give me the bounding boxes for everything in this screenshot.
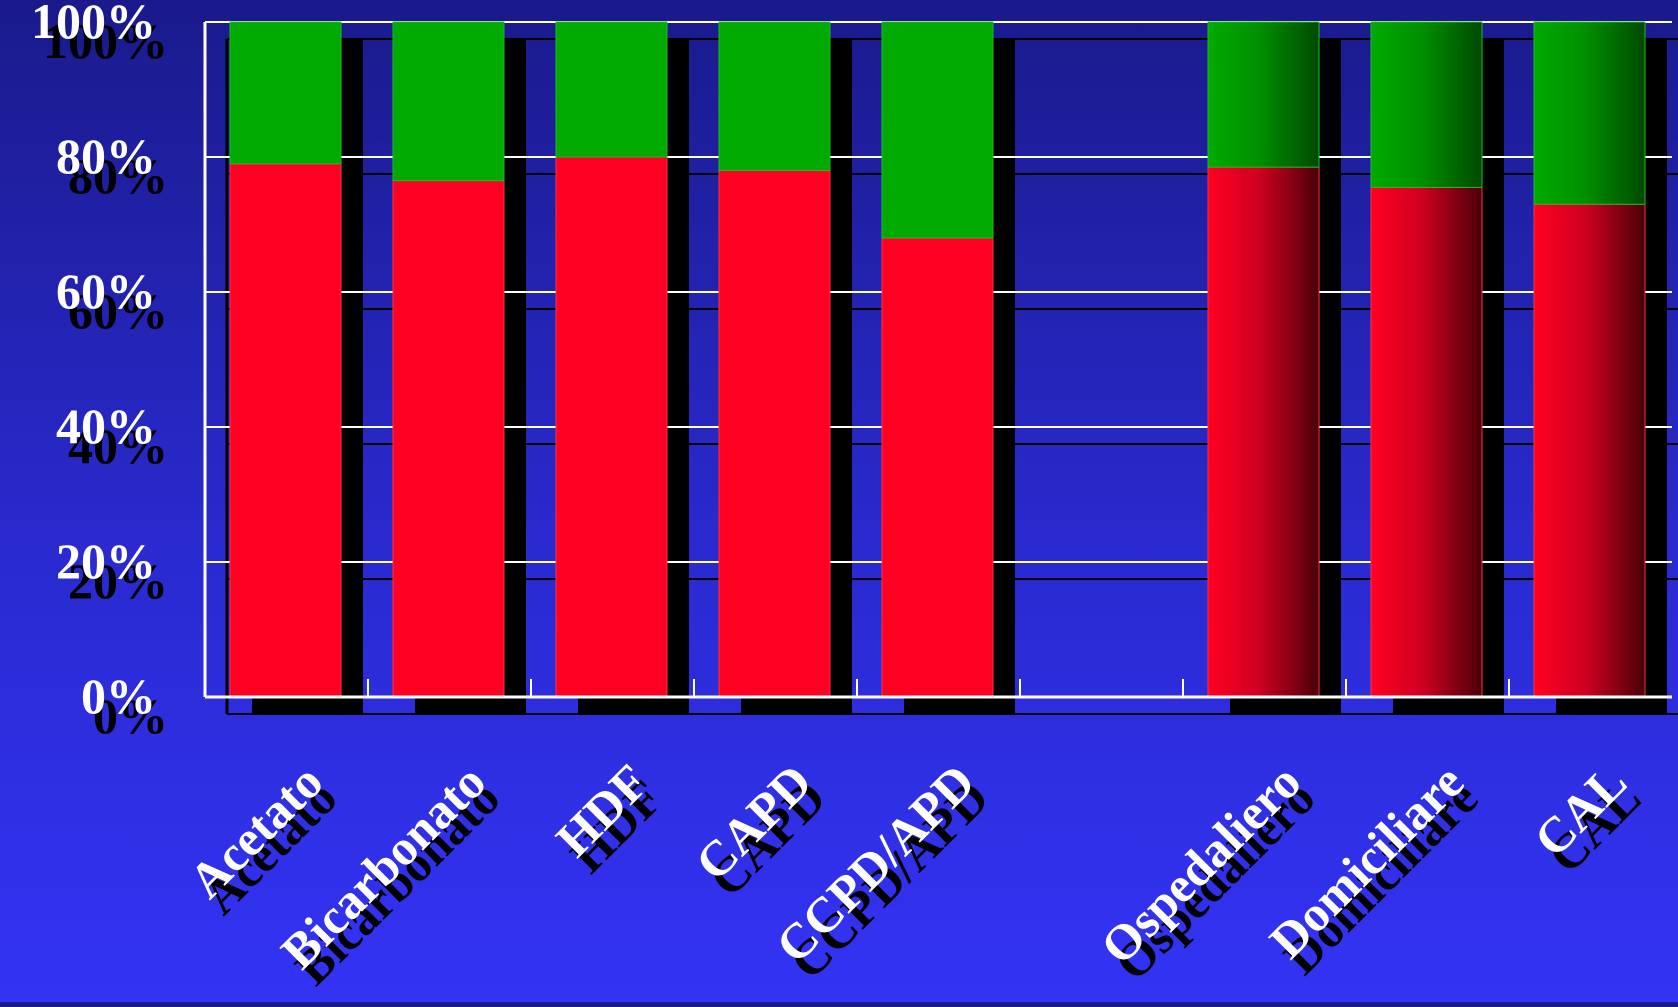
bar-capd-series-1 — [718, 170, 831, 698]
bar-ccpd-apd-series-1 — [881, 237, 994, 698]
bar-hdf-series-2 — [555, 21, 668, 158]
bar-bicarbonato-series-1 — [392, 180, 505, 698]
bar-ccpd-apd-series-2 — [881, 21, 994, 239]
y-tick-label-shadow: 20% — [68, 553, 168, 609]
y-tick-label: 0% — [81, 668, 156, 724]
bar-capd-series-2 — [718, 21, 831, 171]
y-tick-label-shadow: 0% — [93, 688, 168, 744]
bar-cal-series-2 — [1533, 21, 1646, 205]
y-tick-label: 100% — [31, 0, 156, 49]
y-tick-label-shadow: 80% — [68, 148, 168, 204]
y-tick-label: 20% — [56, 533, 156, 589]
bar-acetato-series-2 — [229, 21, 342, 165]
y-tick-label-shadow: 100% — [43, 13, 168, 69]
bar-ospedaliero-series-2 — [1207, 21, 1320, 168]
y-tick-label: 40% — [56, 398, 156, 454]
bar-cal-series-1 — [1533, 203, 1646, 698]
bar-ospedaliero-series-1 — [1207, 166, 1320, 698]
y-tick-label: 80% — [56, 128, 156, 184]
bar-acetato-series-1 — [229, 163, 342, 698]
bar-domiciliare-series-1 — [1370, 186, 1483, 698]
y-tick-label-shadow: 40% — [68, 418, 168, 474]
bar-domiciliare-series-2 — [1370, 21, 1483, 188]
y-tick-label: 60% — [56, 263, 156, 319]
y-tick-label-shadow: 60% — [68, 283, 168, 339]
bar-hdf-series-1 — [555, 156, 668, 698]
bar-bicarbonato-series-2 — [392, 21, 505, 182]
